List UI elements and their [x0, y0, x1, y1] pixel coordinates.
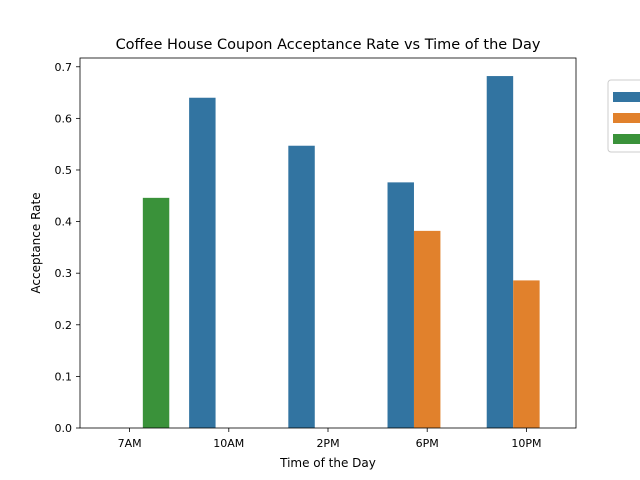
bar-1-2PM — [288, 145, 315, 429]
y-axis-label: Acceptance Rate — [29, 192, 43, 293]
y-tick-label: 0.6 — [55, 112, 73, 125]
bar-1-10AM — [189, 97, 216, 429]
x-tick-label: 2PM — [316, 437, 339, 450]
y-tick-label: 0.4 — [55, 216, 73, 229]
y-tick-label: 0.1 — [55, 370, 73, 383]
bar-2-10PM — [513, 280, 540, 428]
x-tick-label: 10PM — [511, 437, 541, 450]
legend-swatch-1 — [613, 92, 640, 102]
y-tick-label: 0.0 — [55, 422, 73, 435]
legend-swatch-3 — [613, 134, 640, 144]
y-tick-label: 0.5 — [55, 164, 73, 177]
x-axis-label: Time of the Day — [279, 456, 376, 470]
legend-swatch-2 — [613, 113, 640, 123]
x-tick-label: 6PM — [416, 437, 439, 450]
bar-1-10PM — [486, 76, 514, 428]
y-tick-label: 0.3 — [55, 267, 73, 280]
chart-title: Coffee House Coupon Acceptance Rate vs T… — [116, 37, 541, 53]
legend — [607, 79, 640, 153]
bar-1-6PM — [387, 182, 414, 428]
y-tick-label: 0.7 — [55, 61, 73, 74]
y-tick-label: 0.2 — [55, 319, 73, 332]
x-tick-label: 7AM — [118, 437, 142, 450]
plot-area: 7AM 10AM 2PM 6PM 10PM 0.0 0.1 0.2 0.3 0.4 0.5 0.6 0.… — [55, 57, 577, 450]
x-tick-label: 10AM — [213, 437, 244, 450]
bar-3-7AM — [142, 197, 170, 428]
bar-2-6PM — [413, 230, 441, 428]
